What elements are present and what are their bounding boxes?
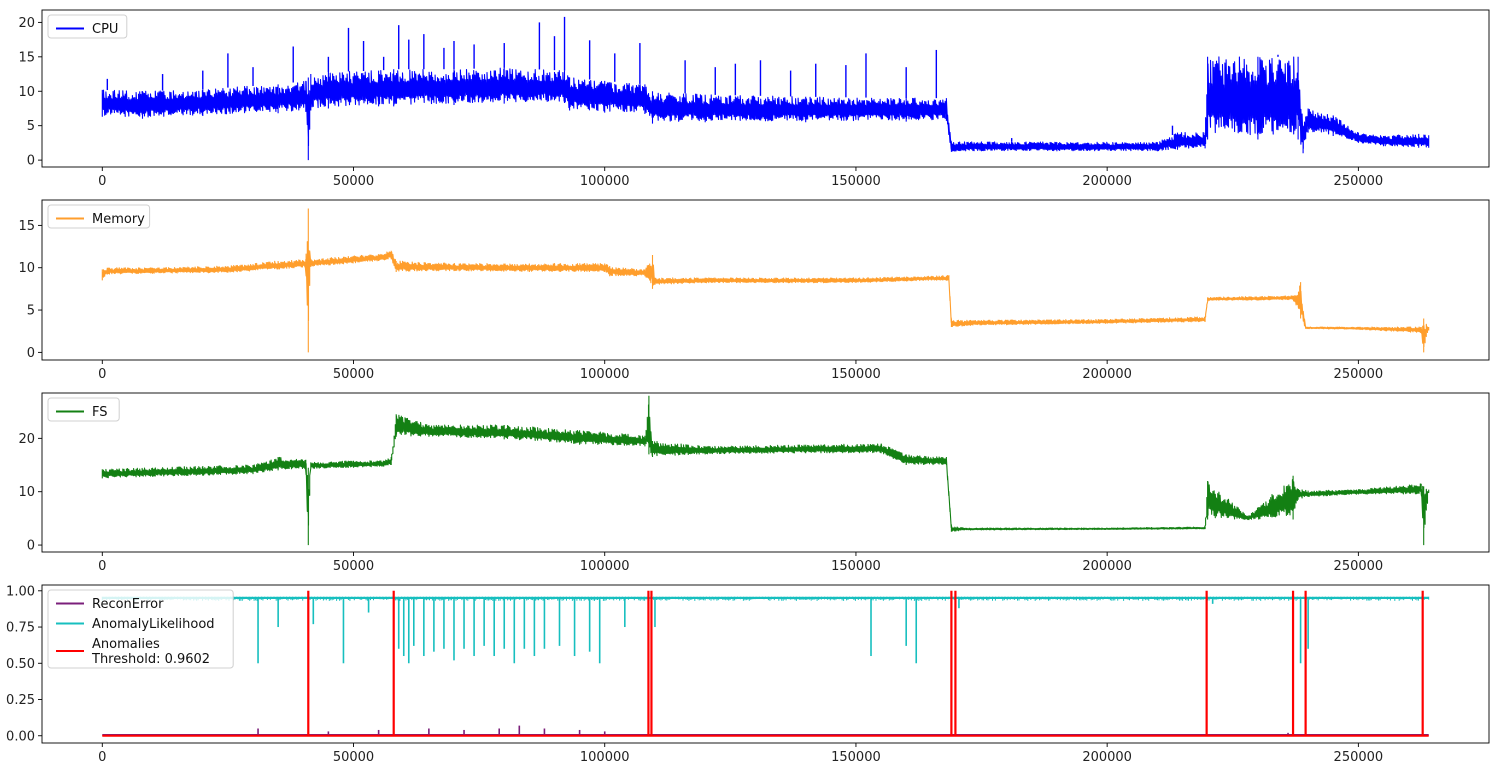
series-line-cpu [101, 56, 1430, 161]
y-tick-label: 0.75 [6, 621, 35, 636]
y-tick-label: 5 [27, 304, 35, 319]
x-tick-label: 0 [98, 367, 106, 382]
legend-label: Threshold: 0.9602 [91, 652, 210, 667]
x-tick-label: 150000 [831, 174, 881, 189]
memory-panel: 0 50000 100000 150000 200000 250000 0 5 10 15 Memo… [18, 199, 1490, 382]
x-tick-label: 50000 [333, 559, 374, 574]
y-tick-label: 0.50 [6, 657, 35, 672]
y-tick-label: 0 [27, 346, 35, 361]
series-line-fs [101, 395, 1430, 546]
y-tick-label: 0 [27, 539, 35, 554]
cpu-panel: 0 50000 100000 150000 200000 250000 0 5 10 15 20 CP… [18, 9, 1490, 189]
x-tick-label: 200000 [1082, 174, 1132, 189]
legend-box [47, 14, 128, 39]
legend: Memory [47, 204, 151, 229]
x-tick-label: 250000 [1334, 750, 1384, 765]
legend-label: ReconError [92, 597, 164, 612]
x-tick-label: 250000 [1334, 559, 1384, 574]
fs-panel: 0 50000 100000 150000 200000 250000 0 10 20 FS [18, 392, 1490, 574]
x-tick-label: 150000 [831, 559, 881, 574]
y-tick-label: 1.00 [6, 584, 35, 599]
x-tick-label: 0 [98, 559, 106, 574]
anomaly-panel: 0 50000 100000 150000 200000 250000 0.00 0.25 0.… [6, 584, 1490, 765]
x-tick-label: 150000 [831, 367, 881, 382]
x-tick-label: 150000 [831, 750, 881, 765]
x-tick-label: 0 [98, 174, 106, 189]
y-tick-label: 20 [18, 16, 35, 31]
x-tick-label: 100000 [580, 559, 630, 574]
y-tick-label: 20 [18, 432, 35, 447]
x-tick-label: 250000 [1334, 367, 1384, 382]
legend-label: Memory [92, 212, 145, 227]
axes-frame [41, 199, 1490, 361]
y-tick-label: 15 [18, 50, 35, 65]
legend-label: FS [92, 405, 108, 420]
y-tick-label: 10 [18, 261, 35, 276]
legend-label: CPU [92, 22, 118, 37]
legend-box [47, 204, 151, 229]
x-tick-label: 50000 [333, 174, 374, 189]
x-tick-label: 100000 [580, 174, 630, 189]
y-tick-label: 0.25 [6, 693, 35, 708]
legend: CPU [47, 14, 128, 39]
x-tick-label: 200000 [1082, 750, 1132, 765]
x-tick-label: 50000 [333, 750, 374, 765]
axes-frame [41, 392, 1490, 553]
legend-box [47, 589, 234, 669]
x-tick-label: 200000 [1082, 559, 1132, 574]
y-tick-label: 10 [18, 485, 35, 500]
y-tick-label: 0.00 [6, 729, 35, 744]
axes-frame [41, 9, 1490, 168]
x-tick-label: 200000 [1082, 367, 1132, 382]
axes-frame [41, 584, 1490, 744]
x-tick-label: 100000 [580, 750, 630, 765]
series-line-memory [101, 208, 1430, 353]
y-tick-label: 0 [27, 154, 35, 169]
y-tick-label: 10 [18, 85, 35, 100]
x-tick-label: 0 [98, 750, 106, 765]
legend: FS [47, 397, 120, 422]
y-tick-label: 5 [27, 119, 35, 134]
legend: ReconError AnomalyLikelihood AnomaliesThre… [47, 589, 234, 669]
legend-label: Anomalies [92, 637, 160, 652]
y-tick-label: 15 [18, 219, 35, 234]
x-tick-label: 50000 [333, 367, 374, 382]
legend-label: AnomalyLikelihood [92, 617, 215, 632]
x-tick-label: 100000 [580, 367, 630, 382]
legend-box [47, 397, 120, 422]
x-tick-label: 250000 [1334, 174, 1384, 189]
